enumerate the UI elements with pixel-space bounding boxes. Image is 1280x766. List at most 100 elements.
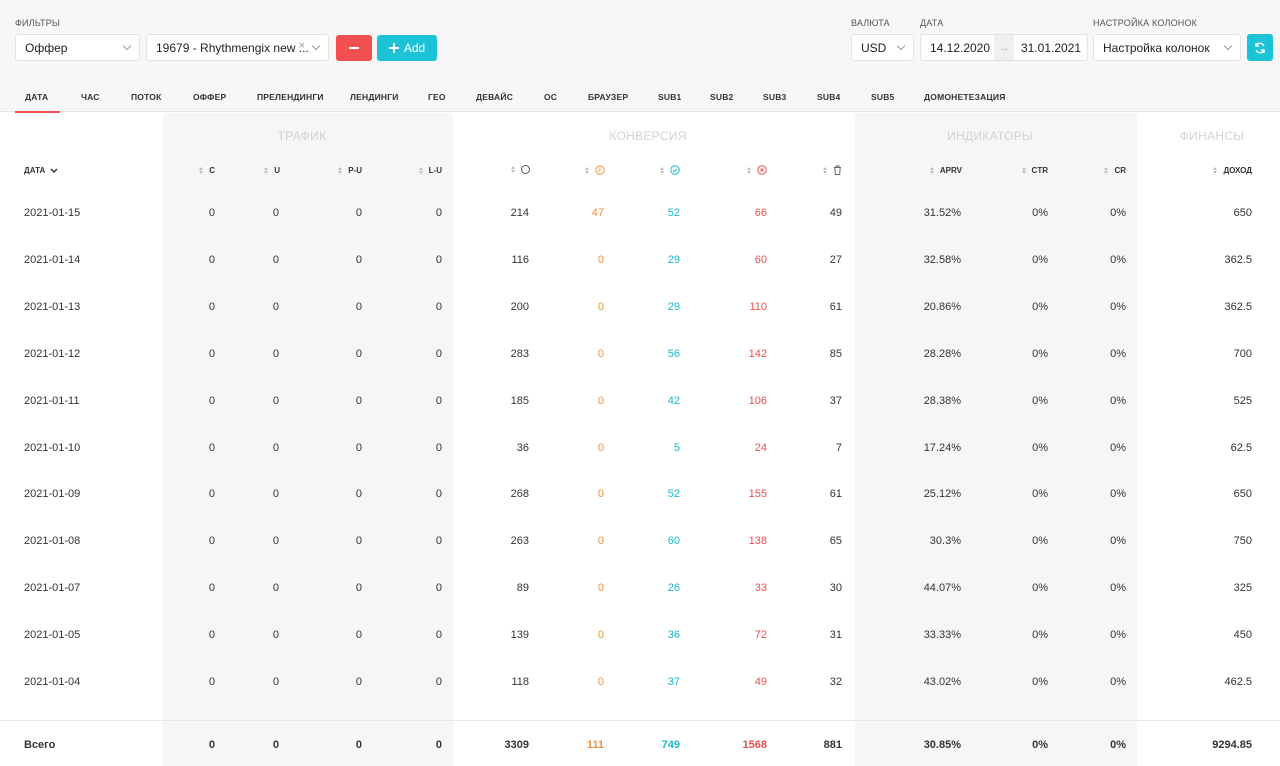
- cell-date: 2021-01-13: [24, 300, 81, 313]
- cell-c: 0: [208, 253, 215, 266]
- tab-landings[interactable]: ЛЕНДИНГИ: [350, 92, 399, 102]
- header-all-conversions[interactable]: [490, 165, 530, 174]
- filter-type-select[interactable]: Оффер: [15, 34, 140, 61]
- tab-sub3[interactable]: SUB3: [763, 92, 787, 102]
- group-traffic: ТРАФИК: [277, 129, 327, 143]
- table-row[interactable]: 2021-01-05 0 0 0 0 139 0 36 72 31 33.33% 0% 0% 450: [0, 629, 1280, 676]
- cell-c: 0: [208, 629, 215, 642]
- cell-pu: 0: [355, 535, 362, 548]
- cell-pending: 0: [597, 535, 604, 548]
- sort-icon: [747, 166, 751, 174]
- tab-sub5[interactable]: SUB5: [871, 92, 895, 102]
- tab-date[interactable]: ДАТА: [25, 92, 49, 102]
- cell-cr: 0%: [1110, 535, 1126, 548]
- cell-aprv: 43.02%: [923, 676, 961, 688]
- header-u[interactable]: U: [245, 166, 280, 175]
- table-row[interactable]: 2021-01-07 0 0 0 0 89 0 26 33 30 44.07% 0% 0% 325: [0, 582, 1280, 629]
- currency-label: ВАЛЮТА: [851, 18, 890, 28]
- header-cr[interactable]: CR: [1090, 166, 1126, 175]
- header-income[interactable]: ДОХОД: [1190, 166, 1252, 175]
- clear-icon[interactable]: ×: [298, 40, 305, 52]
- header-date-label: ДАТА: [24, 166, 46, 175]
- table-row[interactable]: 2021-01-09 0 0 0 0 268 0 52 155 61 25.12% 0% 0% 650: [0, 488, 1280, 535]
- cell-aprv: 28.38%: [923, 394, 961, 407]
- header-trash[interactable]: [802, 165, 842, 175]
- cell-approved: 52: [667, 488, 680, 501]
- cell-cr: 0%: [1110, 300, 1126, 313]
- table-row[interactable]: 2021-01-13 0 0 0 0 200 0 29 110 61 20.86% 0% 0% 362.5: [0, 301, 1280, 348]
- tab-monetization[interactable]: ДОМОНЕТЕЗАЦИЯ: [924, 92, 1006, 102]
- chevron-down-icon: [1223, 41, 1233, 51]
- cell-lu: 0: [435, 488, 442, 501]
- tab-offer[interactable]: ОФФЕР: [193, 92, 227, 102]
- tab-sub1[interactable]: SUB1: [658, 92, 682, 102]
- cell-cr: 0%: [1110, 629, 1126, 642]
- header-c-label: C: [209, 166, 215, 175]
- cell-approved: 42: [667, 394, 680, 407]
- header-date[interactable]: ДАТА: [24, 166, 58, 175]
- header-rejected[interactable]: [727, 165, 767, 175]
- table-row[interactable]: 2021-01-15 0 0 0 0 214 47 52 66 49 31.52% 0% 0% 650: [0, 207, 1280, 254]
- tab-geo[interactable]: ГЕО: [428, 92, 446, 102]
- remove-filter-button[interactable]: [336, 35, 372, 61]
- cell-cr: 0%: [1110, 582, 1126, 595]
- cell-approved: 26: [667, 582, 680, 595]
- cell-cr: 0%: [1110, 441, 1126, 454]
- cell-cr: 0%: [1110, 394, 1126, 407]
- cell-trash: 32: [829, 676, 842, 688]
- tab-sub2[interactable]: SUB2: [710, 92, 734, 102]
- table-row[interactable]: 2021-01-10 0 0 0 0 36 0 5 24 7 17.24% 0% 0% 62.5: [0, 442, 1280, 489]
- tab-os[interactable]: ОС: [544, 92, 558, 102]
- cell-trash: 27: [829, 253, 842, 266]
- group-indicators: ИНДИКАТОРЫ: [947, 129, 1033, 143]
- cell-cr: 0%: [1110, 739, 1126, 751]
- date-from[interactable]: 14.12.2020: [930, 40, 991, 55]
- cell-u: 0: [272, 739, 279, 751]
- table-row[interactable]: 2021-01-14 0 0 0 0 116 0 29 60 27 32.58% 0% 0% 362.5: [0, 254, 1280, 301]
- tab-prelandings[interactable]: ПРЕЛЕНДИНГИ: [257, 92, 324, 102]
- table-row[interactable]: 2021-01-04 0 0 0 0 118 0 37 49 32 43.02% 0% 0% 462.5: [0, 676, 1280, 723]
- cell-ctr: 0%: [1032, 394, 1048, 407]
- tab-sub4[interactable]: SUB4: [817, 92, 841, 102]
- columns-setting-select[interactable]: Настройка колонок: [1093, 34, 1241, 61]
- table-row[interactable]: 2021-01-08 0 0 0 0 263 0 60 138 65 30.3% 0% 0% 750: [0, 535, 1280, 582]
- header-pu[interactable]: P-U: [315, 166, 362, 175]
- date-range-picker[interactable]: 14.12.2020 → 31.01.2021: [920, 34, 1088, 61]
- cell-trash: 61: [829, 488, 842, 501]
- cell-pending: 47: [591, 207, 604, 219]
- currency-select[interactable]: USD: [851, 34, 914, 61]
- cell-income: 650: [1233, 488, 1252, 501]
- clock-icon: [595, 165, 605, 175]
- header-c[interactable]: C: [180, 166, 215, 175]
- header-lu[interactable]: L-U: [395, 166, 442, 175]
- table-row[interactable]: 2021-01-12 0 0 0 0 283 0 56 142 85 28.28% 0% 0% 700: [0, 348, 1280, 395]
- cell-ctr: 0%: [1032, 676, 1048, 688]
- header-aprv[interactable]: APRV: [915, 166, 962, 175]
- cell-rejected: 110: [749, 300, 767, 313]
- cell-lu: 0: [435, 676, 442, 688]
- refresh-button[interactable]: [1247, 34, 1273, 61]
- cell-u: 0: [272, 300, 279, 313]
- table-row[interactable]: 2021-01-11 0 0 0 0 185 0 42 106 37 28.38% 0% 0% 525: [0, 395, 1280, 442]
- tab-hour[interactable]: ЧАС: [81, 92, 100, 102]
- offer-select[interactable]: 19679 - Rhythmengix new ... ×: [146, 34, 329, 61]
- cell-aprv: 32.58%: [923, 253, 961, 266]
- header-pending[interactable]: [565, 165, 605, 175]
- indicators-group-bg: [855, 113, 1137, 766]
- cell-trash: 881: [823, 739, 842, 751]
- cell-rejected: 33: [754, 582, 767, 595]
- add-filter-button[interactable]: Add: [377, 35, 437, 61]
- tab-browser[interactable]: БРАУЗЕР: [588, 92, 629, 102]
- filter-bar: ФИЛЬТРЫ Оффер 19679 - Rhythmengix new ..…: [0, 0, 1280, 113]
- header-approved[interactable]: [640, 165, 680, 175]
- offer-value: 19679 - Rhythmengix new ...: [156, 40, 309, 55]
- cell-income: 462.5: [1224, 676, 1252, 688]
- tab-stream[interactable]: ПОТОК: [131, 92, 162, 102]
- date-to[interactable]: 31.01.2021: [1021, 40, 1082, 55]
- cell-ctr: 0%: [1032, 441, 1048, 454]
- header-ctr[interactable]: CTR: [1008, 166, 1048, 175]
- tab-device[interactable]: ДЕВАЙС: [476, 92, 514, 102]
- cell-ctr: 0%: [1032, 582, 1048, 595]
- cell-all: 185: [510, 394, 529, 407]
- cell-pu: 0: [355, 300, 362, 313]
